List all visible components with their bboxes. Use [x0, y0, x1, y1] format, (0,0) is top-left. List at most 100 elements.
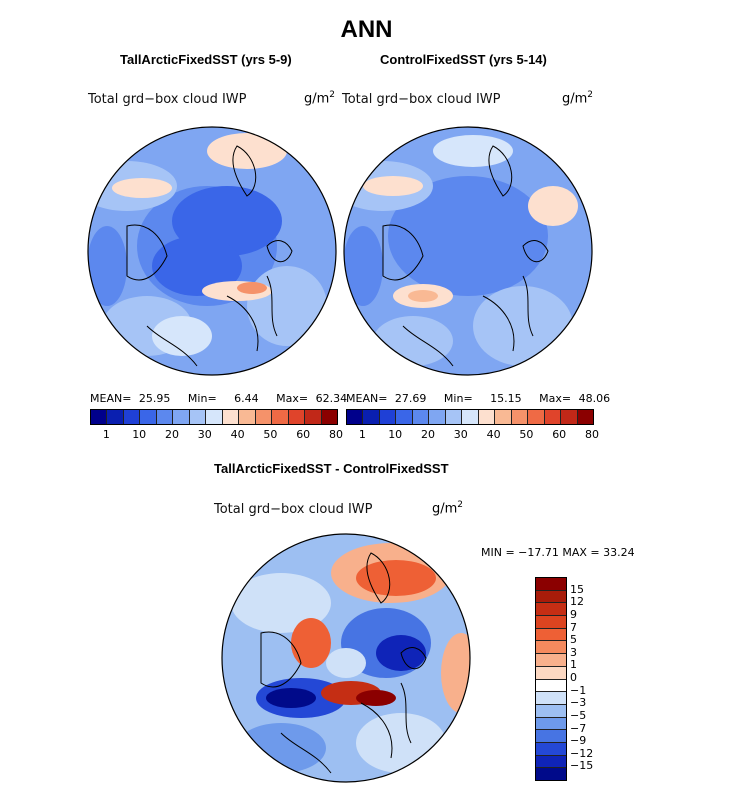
colorbar-swatch [91, 410, 108, 424]
panel-left-title: TallArcticFixedSST (yrs 5-9) [120, 52, 292, 67]
colorbar-swatch [123, 410, 141, 424]
colorbar-swatch [445, 410, 463, 424]
colorbar-swatch [536, 590, 566, 604]
colorbar-tick-label: 9 [570, 607, 577, 621]
colorbar-swatch [363, 410, 380, 424]
colorbar-swatch [511, 410, 529, 424]
colorbar-tick-label: 50 [519, 428, 534, 441]
colorbar-swatch [478, 410, 496, 424]
colorbar-swatch [396, 410, 413, 424]
colorbar-tick-label: 10 [132, 428, 147, 441]
panel-left-units: g/m2 [304, 90, 336, 107]
min-label: Min= [187, 392, 217, 405]
colorbar-tick-label: −15 [570, 759, 594, 773]
colorbar-tick-label: 1 [570, 658, 577, 672]
colorbar-tick-label: −5 [570, 708, 587, 722]
colorbar-swatch [536, 628, 566, 642]
colorbar-swatch [321, 410, 338, 424]
colorbar-swatch [305, 410, 322, 424]
colorbar-swatch [544, 410, 562, 424]
colorbar-swatch [536, 742, 566, 756]
min-label: Min= [443, 392, 473, 405]
colorbar-swatch [577, 410, 594, 424]
difference-title: TallArcticFixedSST - ControlFixedSST [214, 461, 449, 476]
colorbar-tick-label: 60 [552, 428, 567, 441]
colorbar-right-ticks: 1 10 20 30 40 50 60 80 [346, 428, 599, 442]
colorbar-swatch [536, 755, 566, 769]
colorbar-tick-label: −3 [570, 696, 587, 710]
colorbar-swatch [536, 603, 566, 617]
polar-map-left [87, 126, 337, 376]
colorbar-swatch [536, 692, 566, 705]
max-value: 48.06 [578, 392, 611, 405]
colorbar-tick-label: −12 [570, 746, 594, 760]
colorbar-swatch [173, 410, 190, 424]
mean-value: 27.69 [394, 392, 427, 405]
colorbar-tick-label: 40 [230, 428, 245, 441]
colorbar-swatch [140, 410, 157, 424]
panel-right-units: g/m2 [562, 90, 594, 107]
difference-variable: Total grd−box cloud IWP [214, 502, 373, 517]
colorbar-swatch [288, 410, 306, 424]
mean-label: MEAN= [90, 392, 132, 405]
colorbar-swatch [379, 410, 397, 424]
colorbar-swatch [429, 410, 446, 424]
colorbar-swatch [412, 410, 430, 424]
difference-units: g/m2 [432, 500, 464, 517]
colorbar-left [90, 409, 338, 425]
colorbar-swatch [536, 578, 566, 591]
colorbar-left-ticks: 1 10 20 30 40 50 60 80 [90, 428, 343, 442]
figure-title: ANN [340, 16, 393, 43]
colorbar-tick-label: 0 [570, 671, 577, 684]
mean-value: 25.95 [138, 392, 171, 405]
colorbar-swatch [222, 410, 240, 424]
colorbar-tick-label: 20 [421, 428, 435, 441]
colorbar-tick-label: −9 [570, 734, 587, 748]
polar-map-right [343, 126, 593, 376]
colorbar-tick-label: 7 [570, 620, 577, 634]
colorbar-swatch [239, 410, 256, 424]
colorbar-swatch [536, 654, 566, 667]
colorbar-tick-label: −7 [570, 721, 587, 735]
colorbar-difference [535, 577, 567, 781]
colorbar-swatch [536, 679, 566, 693]
colorbar-tick-label: 12 [570, 595, 584, 609]
colorbar-swatch [528, 410, 545, 424]
colorbar-swatch [462, 410, 479, 424]
colorbar-tick-label: 1 [102, 428, 110, 441]
colorbar-swatch [107, 410, 124, 424]
panel-left-variable: Total grd−box cloud IWP [88, 92, 247, 107]
colorbar-right [346, 409, 594, 425]
colorbar-tick-label: 20 [165, 428, 179, 441]
colorbar-tick-label: 40 [486, 428, 501, 441]
colorbar-tick-label: 80 [329, 428, 343, 441]
colorbar-swatch [272, 410, 289, 424]
colorbar-swatch [536, 704, 566, 718]
colorbar-tick-label: 30 [453, 428, 468, 441]
colorbar-swatch [156, 410, 174, 424]
panel-left-stats: MEAN= 25.95 Min= 6.44 Max= 62.34 [90, 392, 347, 405]
colorbar-tick-label: 5 [570, 633, 577, 647]
panel-right-variable: Total grd−box cloud IWP [342, 92, 501, 107]
colorbar-swatch [536, 768, 566, 780]
colorbar-swatch [561, 410, 578, 424]
panel-right-title: ControlFixedSST (yrs 5-14) [380, 52, 547, 67]
colorbar-tick-label: 50 [263, 428, 278, 441]
colorbar-tick-label: 1 [358, 428, 366, 441]
colorbar-tick-label: 60 [296, 428, 311, 441]
max-label: Max= [539, 392, 572, 405]
colorbar-difference-ticks: 15 12 9 7 5 3 1 0 −1 −3 −5 −7 −9 −12 −15 [570, 577, 630, 779]
colorbar-swatch [536, 641, 566, 655]
difference-minmax: MIN = −17.71 MAX = 33.24 [481, 546, 635, 559]
colorbar-swatch [536, 730, 566, 743]
polar-map-difference [221, 533, 471, 783]
min-value: 15.15 [490, 392, 522, 405]
colorbar-tick-label: 10 [388, 428, 403, 441]
colorbar-swatch [536, 616, 566, 629]
colorbar-swatch [206, 410, 223, 424]
colorbar-tick-label: 15 [570, 582, 584, 596]
mean-label: MEAN= [346, 392, 388, 405]
colorbar-swatch [495, 410, 512, 424]
colorbar-tick-label: 30 [197, 428, 212, 441]
colorbar-swatch [536, 666, 566, 680]
